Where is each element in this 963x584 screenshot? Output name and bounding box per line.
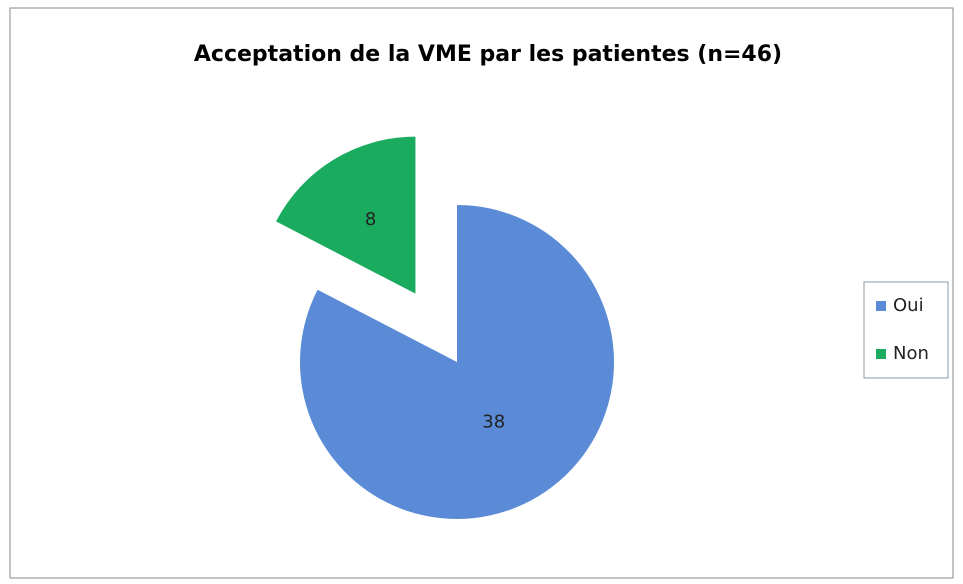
chart-title: Acceptation de la VME par les patientes … — [194, 42, 782, 67]
legend-box — [863, 281, 949, 379]
legend-swatch — [876, 301, 886, 311]
data-label: 38 — [482, 411, 505, 432]
pie-slice — [276, 136, 416, 294]
pie-slice — [299, 205, 615, 519]
data-label: 8 — [365, 209, 376, 230]
legend-label: Oui — [893, 295, 924, 316]
legend-swatch — [876, 349, 886, 359]
legend-label: Non — [893, 343, 929, 364]
